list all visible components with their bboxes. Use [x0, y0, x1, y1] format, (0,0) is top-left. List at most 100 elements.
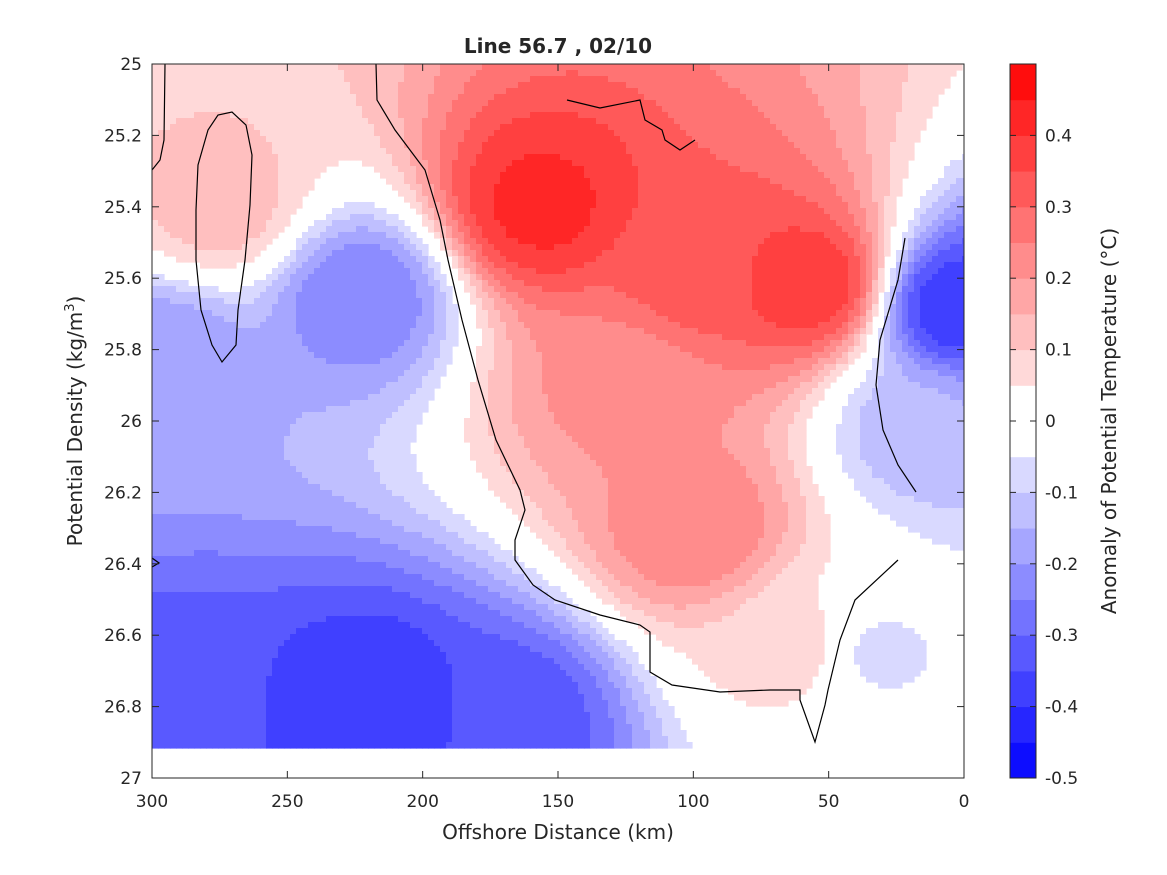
field-cell: [926, 256, 933, 263]
field-cell: [890, 214, 897, 221]
field-cell: [410, 178, 417, 185]
field-cell: [602, 136, 609, 143]
field-cell: [740, 244, 747, 251]
field-cell: [866, 82, 873, 89]
field-cell: [704, 112, 711, 119]
field-cell: [272, 172, 279, 179]
field-cell: [680, 148, 687, 155]
field-cell: [398, 250, 405, 257]
field-cell: [182, 82, 189, 89]
field-cell: [422, 244, 429, 251]
field-cell: [650, 226, 657, 233]
field-cell: [806, 160, 813, 167]
field-cell: [632, 106, 639, 113]
field-cell: [578, 154, 585, 161]
field-cell: [206, 286, 213, 293]
field-cell: [656, 250, 663, 257]
field-cell: [728, 238, 735, 245]
field-cell: [482, 100, 489, 107]
field-cell: [806, 76, 813, 83]
field-cell: [722, 286, 729, 293]
field-cell: [650, 238, 657, 245]
field-cell: [164, 82, 171, 89]
field-cell: [386, 214, 393, 221]
field-cell: [392, 256, 399, 263]
field-cell: [428, 94, 435, 101]
field-cell: [284, 70, 291, 77]
field-cell: [584, 214, 591, 221]
field-cell: [344, 142, 351, 149]
field-cell: [758, 172, 765, 179]
field-cell: [866, 244, 873, 251]
field-cell: [398, 88, 405, 95]
field-cell: [434, 292, 441, 299]
field-cell: [524, 142, 531, 149]
field-cell: [746, 70, 753, 77]
field-cell: [512, 136, 519, 143]
field-cell: [698, 106, 705, 113]
field-cell: [896, 142, 903, 149]
field-cell: [878, 256, 885, 263]
field-cell: [800, 196, 807, 203]
field-cell: [650, 130, 657, 137]
field-cell: [176, 106, 183, 113]
field-cell: [890, 64, 897, 71]
field-cell: [824, 124, 831, 131]
field-cell: [476, 202, 483, 209]
field-cell: [860, 118, 867, 125]
field-cell: [248, 100, 255, 107]
field-cell: [368, 64, 375, 71]
field-cell: [860, 88, 867, 95]
field-cell: [746, 232, 753, 239]
field-cell: [830, 112, 837, 119]
field-cell: [836, 136, 843, 143]
field-cell: [758, 250, 765, 257]
field-cell: [524, 220, 531, 227]
field-cell: [662, 82, 669, 89]
field-cell: [518, 292, 525, 299]
field-cell: [644, 196, 651, 203]
field-cell: [842, 274, 849, 281]
field-cell: [764, 94, 771, 101]
field-cell: [866, 160, 873, 167]
field-cell: [662, 94, 669, 101]
field-cell: [722, 262, 729, 269]
field-cell: [680, 136, 687, 143]
field-cell: [554, 100, 561, 107]
field-cell: [698, 112, 705, 119]
field-cell: [710, 274, 717, 281]
field-cell: [626, 76, 633, 83]
field-cell: [170, 232, 177, 239]
field-cell: [482, 220, 489, 227]
field-cell: [470, 220, 477, 227]
field-cell: [710, 208, 717, 215]
field-cell: [938, 256, 945, 263]
field-cell: [530, 244, 537, 251]
field-cell: [530, 214, 537, 221]
field-cell: [272, 196, 279, 203]
field-cell: [356, 274, 363, 281]
field-cell: [350, 136, 357, 143]
field-cell: [602, 196, 609, 203]
field-cell: [836, 64, 843, 71]
field-cell: [230, 130, 237, 137]
field-cell: [518, 88, 525, 95]
field-cell: [608, 286, 615, 293]
field-cell: [680, 70, 687, 77]
field-cell: [704, 100, 711, 107]
field-cell: [326, 94, 333, 101]
field-cell: [650, 148, 657, 155]
field-cell: [326, 106, 333, 113]
field-cell: [716, 118, 723, 125]
field-cell: [596, 88, 603, 95]
field-cell: [506, 88, 513, 95]
field-cell: [206, 256, 213, 263]
field-cell: [446, 64, 453, 71]
field-cell: [644, 250, 651, 257]
field-cell: [194, 226, 201, 233]
field-cell: [326, 136, 333, 143]
field-cell: [320, 130, 327, 137]
field-cell: [506, 286, 513, 293]
field-cell: [320, 256, 327, 263]
